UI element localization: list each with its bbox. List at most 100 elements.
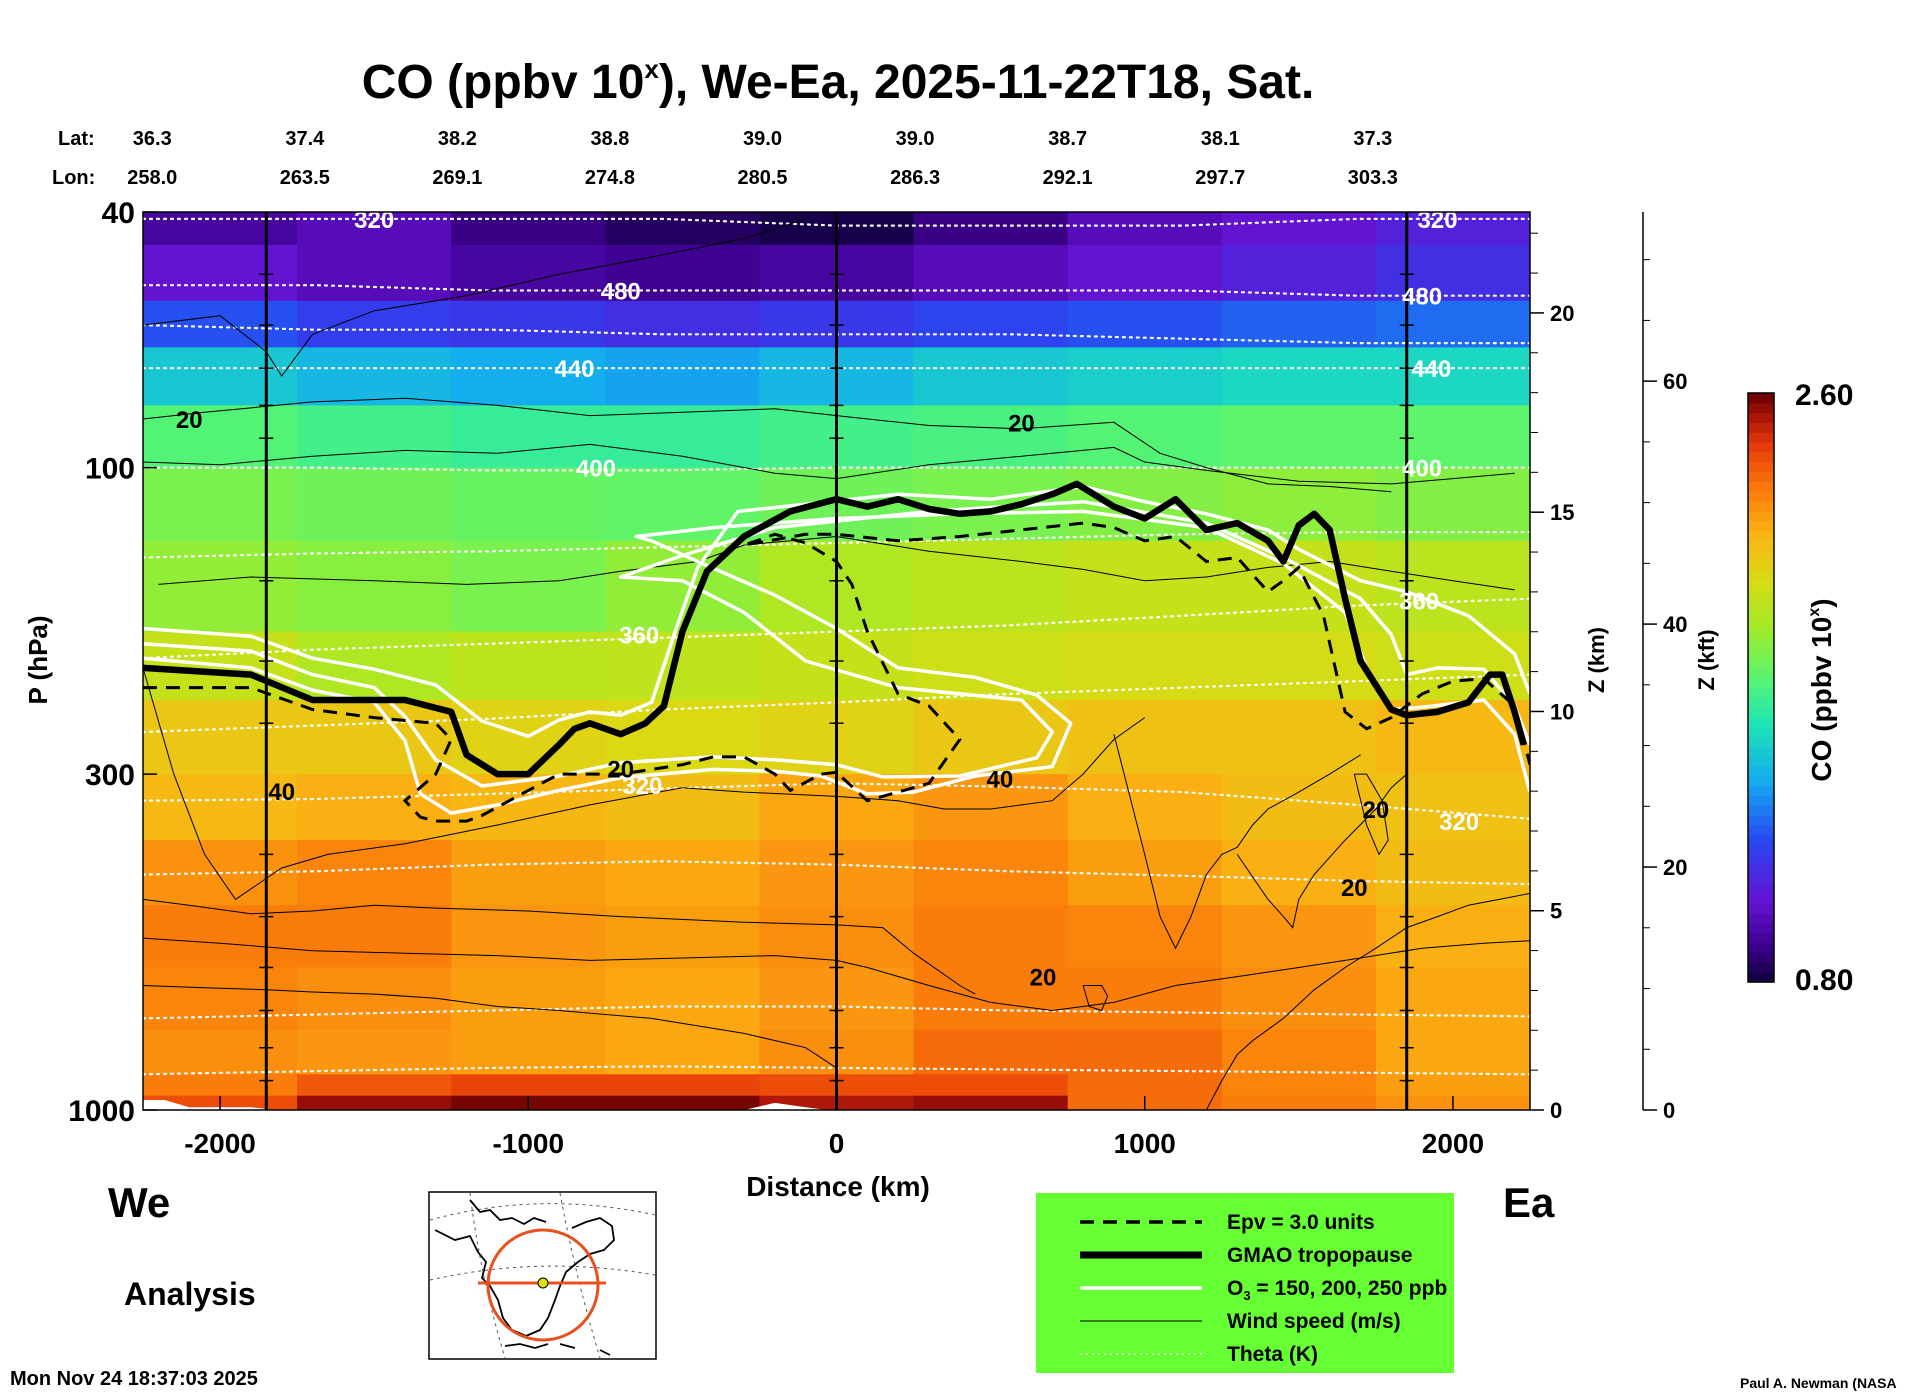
- z-kft-tick-label: 60: [1663, 369, 1687, 394]
- wind-contour-line: [158, 535, 1515, 591]
- colorbar-swatch: [1748, 530, 1774, 541]
- colorbar-swatch: [1748, 736, 1774, 747]
- z-km-tick-label: 10: [1550, 699, 1574, 724]
- wind-contour-line: [1236, 773, 1408, 929]
- colorbar-frame: [1747, 392, 1775, 983]
- inset-map: [428, 1191, 657, 1360]
- co-field-cell: [1067, 1029, 1223, 1076]
- chart-title: CO (ppbv 10x), We-Ea, 2025-11-22T18, Sat…: [362, 54, 1315, 109]
- wind-contour-line: [143, 985, 837, 1069]
- wind-contour-line: [1353, 773, 1389, 856]
- co-field-cell: [451, 840, 607, 907]
- co-field-cell: [143, 774, 298, 841]
- colorbar-swatch: [1748, 667, 1774, 679]
- co-field-cell: [143, 244, 298, 302]
- wind-contour-label: 40: [987, 767, 1014, 794]
- co-field-cell: [297, 300, 452, 349]
- co-field-cell: [451, 405, 607, 469]
- theta-contour-label: 320: [1418, 207, 1458, 234]
- z-km-tick-label: 5: [1550, 899, 1562, 924]
- x-tick-label: 2000: [1422, 1128, 1484, 1159]
- colorbar-label: CO (ppbv 10x): [1806, 598, 1837, 781]
- co-field-cell: [297, 840, 452, 907]
- colorbar-swatch: [1748, 824, 1774, 836]
- co-field-cell: [1221, 405, 1377, 469]
- colorbar-swatch: [1748, 559, 1774, 571]
- theta-contour-label: 480: [601, 279, 641, 306]
- co-field-cell: [451, 540, 607, 633]
- theta-contour-label: 360: [1399, 588, 1439, 615]
- co-field-cell: [1375, 405, 1530, 469]
- colorbar-swatch: [1748, 648, 1774, 659]
- direction-east: Ea: [1503, 1179, 1555, 1226]
- inset-map-center-dot: [537, 1277, 549, 1289]
- colorbar-swatch: [1748, 540, 1774, 551]
- co-field-cell: [1221, 1074, 1377, 1097]
- colorbar-swatch: [1748, 795, 1774, 806]
- co-field-cell: [451, 244, 607, 302]
- colorbar-min-label: 0.80: [1795, 964, 1853, 997]
- co-field-cell: [913, 1095, 1069, 1110]
- wind-contour-label: 20: [1363, 797, 1390, 824]
- theta-contour-label: 480: [1402, 284, 1442, 311]
- co-field-cell: [913, 347, 1069, 407]
- wind-contour-line: [1205, 892, 1530, 1110]
- section-lines: [259, 212, 1414, 1110]
- lon-value: 292.1: [1043, 167, 1093, 189]
- co-field-cell: [913, 1074, 1069, 1097]
- colorbar-swatch: [1748, 461, 1774, 473]
- lon-value: 258.0: [127, 167, 177, 189]
- x-tick-label: -2000: [184, 1128, 256, 1159]
- lat-value: 39.0: [896, 128, 935, 150]
- co-field-cell: [143, 905, 298, 969]
- z-km-tick-label: 20: [1550, 301, 1574, 326]
- lat-lon-header: 36.3 258.0 37.4 263.5 38.2 269.1 38.8 274.8 39.0…: [127, 128, 1398, 189]
- lat-value: 39.0: [743, 128, 782, 150]
- missing-data-patch: [744, 1102, 828, 1110]
- colorbar-swatch: [1748, 520, 1774, 531]
- co-field-cell: [143, 1029, 298, 1076]
- co-field-cell: [605, 1074, 761, 1097]
- co-field-cell: [1221, 840, 1377, 907]
- co-field-cell: [605, 467, 761, 542]
- co-field-cell: [913, 212, 1069, 246]
- colorbar-swatch: [1748, 638, 1774, 649]
- colorbar-swatch: [1748, 854, 1774, 865]
- legend-label: GMAO tropopause: [1227, 1244, 1413, 1267]
- legend-label: O3 = 150, 200, 250 ppb: [1227, 1277, 1447, 1303]
- co-field-cell: [1067, 244, 1223, 302]
- co-field-cell: [1375, 840, 1530, 907]
- co-field-cell: [1067, 212, 1223, 246]
- wind-contour-line: [143, 937, 1530, 1012]
- lat-value: 38.7: [1048, 128, 1087, 150]
- colorbar-swatch: [1748, 874, 1774, 885]
- co-field-cell: [143, 347, 298, 407]
- co-field-cell: [451, 212, 607, 246]
- colorbar-swatch: [1748, 481, 1774, 492]
- co-field-cell: [1221, 774, 1377, 841]
- co-field-cell: [913, 300, 1069, 349]
- co-field-cell: [297, 540, 452, 633]
- colorbar-max-label: 2.60: [1795, 379, 1853, 412]
- co-field-cell: [143, 700, 298, 775]
- colorbar-swatch: [1748, 393, 1774, 404]
- colorbar-swatch: [1748, 491, 1774, 502]
- wind-contour-line: [143, 898, 976, 995]
- z-kft-tick-label: 20: [1663, 855, 1687, 880]
- colorbar-swatch: [1748, 442, 1774, 453]
- co-field-cell: [143, 967, 298, 1031]
- colorbar-swatch: [1748, 775, 1774, 787]
- co-field-cell: [297, 967, 452, 1031]
- colorbar-swatch: [1748, 599, 1774, 610]
- co-field-cell: [297, 244, 452, 302]
- colorbar-swatch: [1748, 717, 1774, 728]
- co-field-cell: [1221, 967, 1377, 1031]
- co-field-cell: [1221, 1029, 1377, 1076]
- legend-label: Epv = 3.0 units: [1227, 1211, 1375, 1234]
- co-field-cell: [1221, 700, 1377, 775]
- z-kft-tick-label: 0: [1663, 1098, 1675, 1123]
- o3-contour-line: [143, 509, 1530, 815]
- co-field-cell: [451, 905, 607, 969]
- wind-contour-line: [143, 443, 1515, 485]
- y-tick-label: 300: [85, 759, 135, 792]
